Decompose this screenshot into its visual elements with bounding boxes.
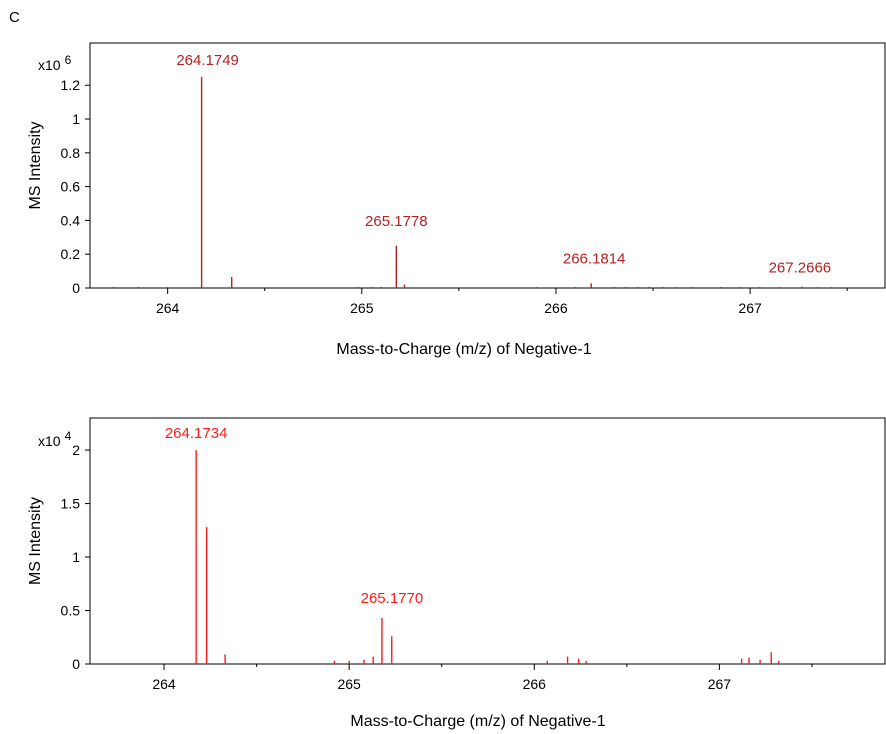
peak-label: 265.1778 [365, 213, 428, 230]
y-tick-label: 0.2 [61, 246, 81, 262]
y-tick-label: 0.4 [61, 212, 81, 228]
x-axis-title: Mass-to-Charge (m/z) of Negative-1 [336, 341, 591, 358]
y-tick-label: 0.5 [61, 603, 81, 619]
peak-label: 267.2666 [769, 260, 832, 277]
x-tick-label: 265 [350, 300, 374, 316]
multiplier-base: x10 [38, 57, 61, 73]
peak-label: 264.1749 [176, 52, 239, 69]
y-tick-label: 0.8 [61, 145, 81, 161]
x-axis-title: Mass-to-Charge (m/z) of Negative-1 [350, 713, 605, 730]
y-tick-label: 0 [72, 656, 80, 672]
y-axis-title: MS Intensity [27, 121, 44, 209]
y-tick-label: 1.2 [61, 77, 81, 93]
y-axis-title: MS Intensity [27, 497, 44, 585]
peak-label: 266.1814 [563, 250, 626, 267]
x-tick-label: 266 [523, 676, 547, 692]
peak-label: 265.1770 [361, 590, 424, 607]
x-tick-label: 265 [337, 676, 361, 692]
y-tick-label: 1.5 [61, 496, 81, 512]
spectrum-bottom: 264 265 266 267 0 0.5 1 1.5 2 x10 4 Mass-to-Charge … [27, 417, 886, 730]
x-tick-label: 264 [152, 676, 176, 692]
x-tick-label: 267 [738, 300, 762, 316]
y-multiplier: x10 4 [38, 429, 72, 449]
multiplier-exponent: 4 [65, 429, 72, 443]
y-tick-label: 1 [72, 549, 80, 565]
y-tick-label: 2 [72, 442, 80, 458]
plot-frame [89, 42, 886, 289]
multiplier-exponent: 6 [65, 53, 72, 67]
x-tick-label: 264 [156, 300, 180, 316]
x-tick-label: 266 [544, 300, 568, 316]
y-tick-label: 0 [72, 280, 80, 296]
y-tick-label: 0.6 [61, 179, 81, 195]
peak-label: 264.1734 [165, 425, 228, 442]
y-tick-label: 1 [72, 111, 80, 127]
x-tick-label: 267 [708, 676, 732, 692]
panel-label: C [9, 9, 20, 26]
multiplier-base: x10 [38, 433, 61, 449]
plot-frame [89, 417, 886, 665]
y-multiplier: x10 6 [38, 53, 72, 73]
